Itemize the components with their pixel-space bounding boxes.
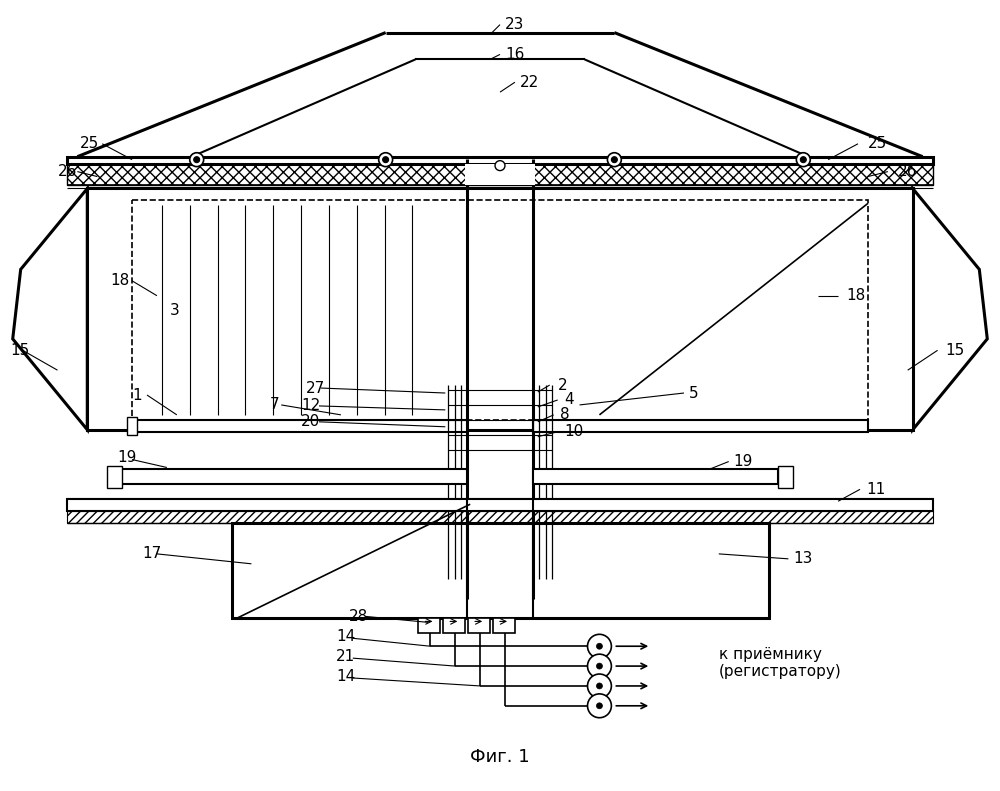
Text: 5: 5 bbox=[689, 385, 699, 400]
Circle shape bbox=[190, 153, 204, 167]
Text: 25: 25 bbox=[868, 136, 887, 151]
Bar bbox=[533, 470, 778, 484]
Polygon shape bbox=[13, 188, 87, 430]
Bar bbox=[778, 466, 793, 488]
Bar bbox=[443, 619, 465, 634]
Bar bbox=[67, 511, 933, 523]
Text: 10: 10 bbox=[565, 424, 584, 439]
Circle shape bbox=[194, 157, 200, 163]
Text: 20: 20 bbox=[301, 414, 320, 430]
Bar bbox=[232, 523, 768, 619]
Text: 23: 23 bbox=[505, 17, 524, 32]
Circle shape bbox=[588, 654, 611, 678]
Circle shape bbox=[588, 694, 611, 717]
Circle shape bbox=[588, 674, 611, 698]
Circle shape bbox=[800, 157, 806, 163]
Text: 14: 14 bbox=[336, 629, 355, 644]
Bar bbox=[107, 466, 122, 488]
Text: 25: 25 bbox=[80, 136, 100, 151]
Text: 18: 18 bbox=[110, 274, 129, 288]
Bar bbox=[132, 420, 467, 432]
Text: Фиг. 1: Фиг. 1 bbox=[470, 748, 530, 766]
Bar bbox=[468, 619, 490, 634]
Text: 22: 22 bbox=[520, 74, 539, 89]
Circle shape bbox=[596, 663, 602, 669]
Bar bbox=[67, 499, 933, 511]
Bar bbox=[127, 417, 137, 435]
Text: 15: 15 bbox=[946, 343, 965, 358]
Circle shape bbox=[596, 643, 602, 649]
Text: 4: 4 bbox=[565, 392, 574, 407]
Bar bbox=[493, 619, 515, 634]
Text: 13: 13 bbox=[793, 551, 813, 566]
Text: 11: 11 bbox=[866, 482, 885, 497]
Text: 2: 2 bbox=[558, 377, 567, 392]
Bar bbox=[67, 157, 933, 164]
Text: 12: 12 bbox=[301, 399, 320, 414]
Circle shape bbox=[495, 161, 505, 171]
Text: к приёмнику
(регистратору): к приёмнику (регистратору) bbox=[719, 647, 842, 679]
Bar bbox=[87, 188, 913, 430]
Text: 19: 19 bbox=[734, 454, 753, 469]
Bar bbox=[132, 200, 868, 420]
Circle shape bbox=[379, 153, 393, 167]
Circle shape bbox=[596, 683, 602, 689]
Bar bbox=[67, 164, 933, 185]
Text: 1: 1 bbox=[132, 388, 142, 403]
Bar bbox=[533, 420, 868, 432]
Text: 16: 16 bbox=[505, 47, 524, 62]
Text: 21: 21 bbox=[336, 649, 355, 664]
Text: 17: 17 bbox=[142, 547, 161, 562]
Bar bbox=[112, 470, 467, 484]
Circle shape bbox=[611, 157, 617, 163]
Text: 28: 28 bbox=[349, 609, 368, 624]
Bar bbox=[465, 164, 535, 185]
Text: 7: 7 bbox=[269, 397, 279, 412]
Circle shape bbox=[596, 703, 602, 709]
Text: 14: 14 bbox=[336, 668, 355, 683]
Text: 27: 27 bbox=[306, 380, 325, 396]
Text: 26: 26 bbox=[898, 164, 917, 179]
Text: 26: 26 bbox=[57, 164, 77, 179]
Circle shape bbox=[588, 634, 611, 658]
Circle shape bbox=[796, 153, 810, 167]
Circle shape bbox=[607, 153, 621, 167]
Text: 15: 15 bbox=[11, 343, 30, 358]
Text: 8: 8 bbox=[560, 407, 569, 422]
Polygon shape bbox=[913, 188, 987, 430]
Text: 18: 18 bbox=[846, 288, 865, 303]
Circle shape bbox=[383, 157, 389, 163]
Bar bbox=[418, 619, 440, 634]
Text: 19: 19 bbox=[117, 450, 137, 465]
Text: 3: 3 bbox=[170, 303, 180, 318]
